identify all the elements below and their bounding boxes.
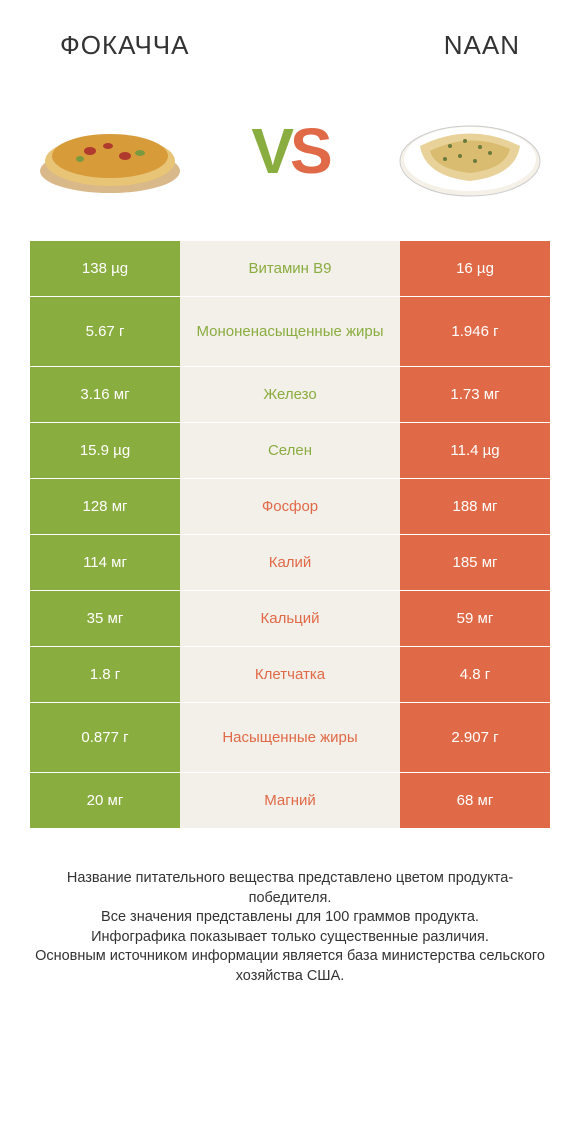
nutrient-label: Магний — [180, 773, 400, 828]
nutrient-label: Насыщенные жиры — [180, 703, 400, 772]
nutrient-label: Селен — [180, 423, 400, 478]
right-value: 59 мг — [400, 591, 550, 646]
table-row: 3.16 мгЖелезо1.73 мг — [30, 367, 550, 423]
left-value: 5.67 г — [30, 297, 180, 366]
right-value: 1.73 мг — [400, 367, 550, 422]
nutrient-label: Калий — [180, 535, 400, 590]
left-value: 15.9 µg — [30, 423, 180, 478]
right-product-title: NAAN — [444, 30, 520, 61]
table-row: 138 µgВитамин B916 µg — [30, 241, 550, 297]
focaccia-image — [30, 91, 190, 211]
table-row: 15.9 µgСелен11.4 µg — [30, 423, 550, 479]
footer-notes: Название питательного вещества представл… — [0, 829, 580, 986]
vs-v: V — [251, 115, 290, 187]
table-row: 114 мгКалий185 мг — [30, 535, 550, 591]
table-row: 0.877 гНасыщенные жиры2.907 г — [30, 703, 550, 773]
images-row: VS — [0, 71, 580, 241]
table-row: 1.8 гКлетчатка4.8 г — [30, 647, 550, 703]
vs-label: VS — [251, 114, 328, 188]
footer-line: Все значения представлены для 100 граммо… — [30, 908, 550, 928]
header: ФОКАЧЧА NAAN — [0, 0, 580, 71]
nutrient-label: Кальций — [180, 591, 400, 646]
nutrient-label: Мононенасыщенные жиры — [180, 297, 400, 366]
nutrient-label: Железо — [180, 367, 400, 422]
right-value: 11.4 µg — [400, 423, 550, 478]
nutrient-label: Витамин B9 — [180, 241, 400, 296]
left-value: 35 мг — [30, 591, 180, 646]
footer-line: Инфографика показывает только существенн… — [30, 928, 550, 948]
right-value: 2.907 г — [400, 703, 550, 772]
left-value: 114 мг — [30, 535, 180, 590]
left-value: 0.877 г — [30, 703, 180, 772]
right-value: 188 мг — [400, 479, 550, 534]
right-value: 1.946 г — [400, 297, 550, 366]
right-value: 185 мг — [400, 535, 550, 590]
table-row: 35 мгКальций59 мг — [30, 591, 550, 647]
nutrient-label: Клетчатка — [180, 647, 400, 702]
left-value: 3.16 мг — [30, 367, 180, 422]
naan-image — [390, 91, 550, 211]
table-row: 128 мгФосфор188 мг — [30, 479, 550, 535]
left-product-title: ФОКАЧЧА — [60, 30, 189, 61]
left-value: 138 µg — [30, 241, 180, 296]
left-value: 1.8 г — [30, 647, 180, 702]
table-row: 20 мгМагний68 мг — [30, 773, 550, 829]
footer-line: Название питательного вещества представл… — [30, 869, 550, 908]
vs-s: S — [290, 115, 329, 187]
right-value: 4.8 г — [400, 647, 550, 702]
footer-line: Основным источником информации является … — [30, 947, 550, 986]
left-value: 20 мг — [30, 773, 180, 828]
right-value: 16 µg — [400, 241, 550, 296]
comparison-table: 138 µgВитамин B916 µg5.67 гМононенасыщен… — [0, 241, 580, 829]
right-value: 68 мг — [400, 773, 550, 828]
nutrient-label: Фосфор — [180, 479, 400, 534]
left-value: 128 мг — [30, 479, 180, 534]
table-row: 5.67 гМононенасыщенные жиры1.946 г — [30, 297, 550, 367]
